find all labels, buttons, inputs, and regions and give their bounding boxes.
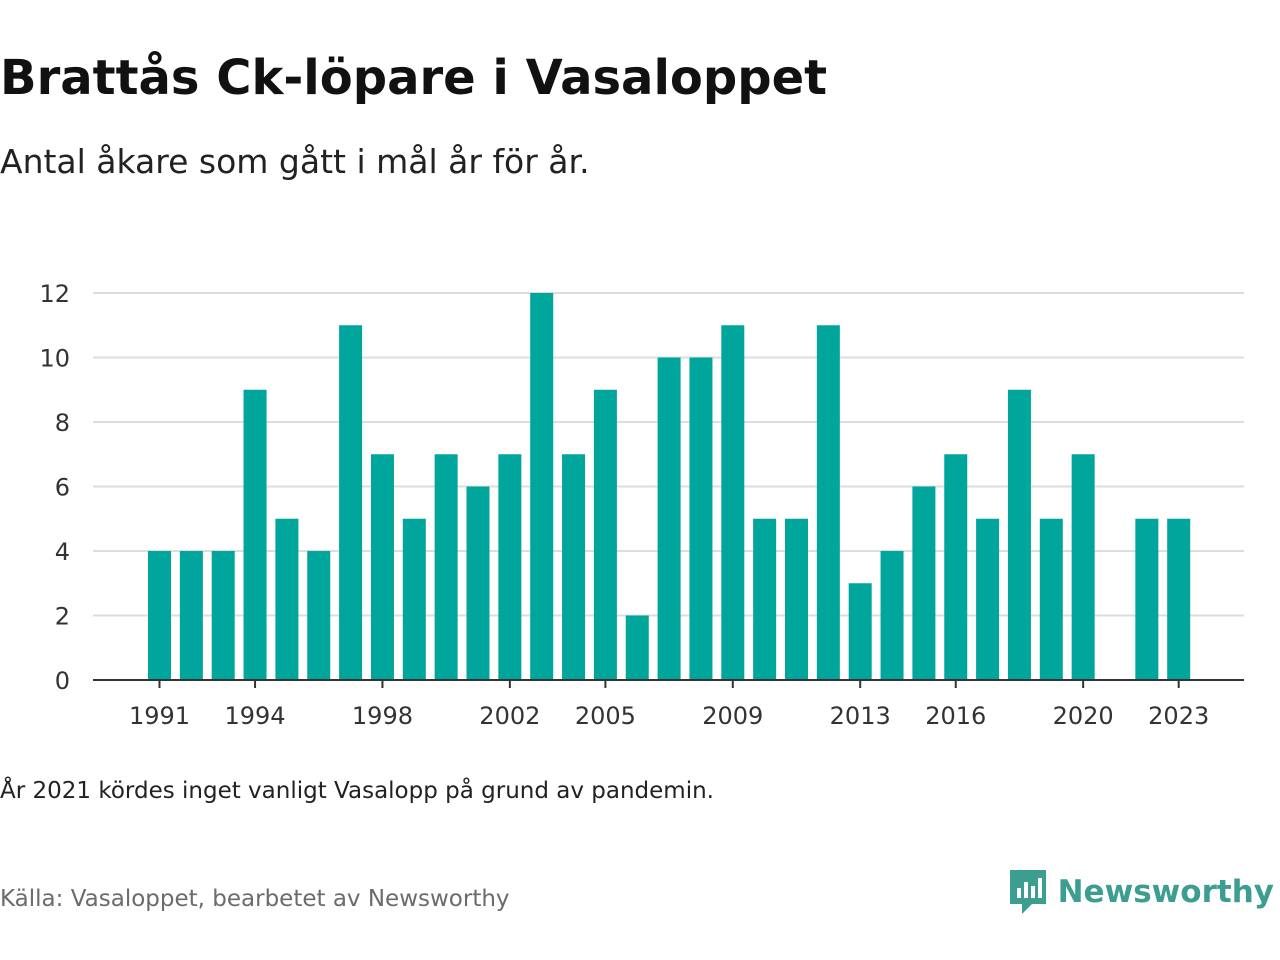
x-tick-label: 1998 [352, 702, 413, 730]
x-tick-label: 2002 [479, 702, 540, 730]
bar-2009 [721, 325, 745, 680]
x-tick-label: 2013 [830, 702, 891, 730]
bars [148, 293, 1191, 680]
bar-1996 [307, 551, 331, 680]
x-tick-labels: 1991 1994 1998 2002 2005 2009 2013 2016 2020 2023 [129, 702, 1209, 730]
bar-2012 [816, 325, 840, 680]
bar-2003 [530, 293, 554, 680]
bar-2000 [434, 454, 458, 680]
bar-2011 [785, 518, 808, 680]
bar-2018 [1007, 389, 1031, 680]
bar-2004 [562, 454, 586, 680]
x-tick-label: 2016 [925, 702, 986, 730]
bar-1997 [339, 325, 363, 680]
brand-name: Newsworthy [1057, 874, 1274, 910]
bar-2017 [976, 518, 1000, 680]
x-tick-label: 1994 [225, 702, 286, 730]
y-tick-label: 10 [39, 345, 70, 373]
bar-2008 [689, 357, 713, 680]
y-tick-label: 6 [55, 474, 70, 502]
bar-2014 [880, 551, 904, 680]
bar-1992 [179, 551, 203, 680]
bar-2007 [657, 357, 681, 680]
bar-chart: 0 2 4 6 8 10 12 1991 1994 1998 2002 2005 2009 2013 20… [39, 280, 1244, 730]
y-tick-label: 0 [55, 667, 70, 695]
bar-1995 [275, 518, 299, 680]
bar-1998 [370, 454, 394, 680]
newsworthy-logo-icon [1009, 870, 1046, 914]
x-tick-label: 2023 [1148, 702, 1209, 730]
y-tick-label: 8 [55, 409, 70, 437]
y-tick-label: 2 [55, 603, 70, 631]
bar-2016 [944, 454, 968, 680]
x-tick-label: 2009 [702, 702, 763, 730]
bar-1991 [148, 551, 171, 680]
bar-2019 [1039, 518, 1063, 680]
chart-note: År 2021 kördes inget vanligt Vasalopp på… [0, 778, 714, 804]
bar-2013 [848, 583, 872, 680]
chart-subtitle: Antal åkare som gått i mål år för år. [0, 142, 590, 181]
x-tick-label: 1991 [129, 702, 190, 730]
bar-2002 [498, 454, 522, 680]
bar-1999 [402, 518, 426, 680]
bar-2005 [593, 389, 617, 680]
bar-1993 [211, 551, 235, 680]
newsworthy-brand[interactable]: Newsworthy [1008, 868, 1274, 916]
bar-2020 [1071, 454, 1095, 680]
x-tick-label: 2020 [1053, 702, 1114, 730]
bar-2010 [753, 518, 777, 680]
bar-2022 [1135, 518, 1159, 680]
bar-2023 [1167, 518, 1191, 680]
y-tick-label: 12 [39, 280, 70, 308]
chart-title: Brattås Ck-löpare i Vasaloppet [0, 50, 828, 106]
x-axis [93, 679, 1244, 688]
bar-1994 [243, 389, 267, 680]
x-tick-label: 2005 [575, 702, 636, 730]
bar-2001 [466, 486, 490, 680]
y-tick-label: 4 [55, 538, 70, 566]
y-tick-labels: 0 2 4 6 8 10 12 [39, 280, 70, 695]
source-credit: Källa: Vasaloppet, bearbetet av Newswort… [0, 886, 510, 912]
bar-2006 [625, 615, 649, 680]
bar-2015 [912, 486, 936, 680]
